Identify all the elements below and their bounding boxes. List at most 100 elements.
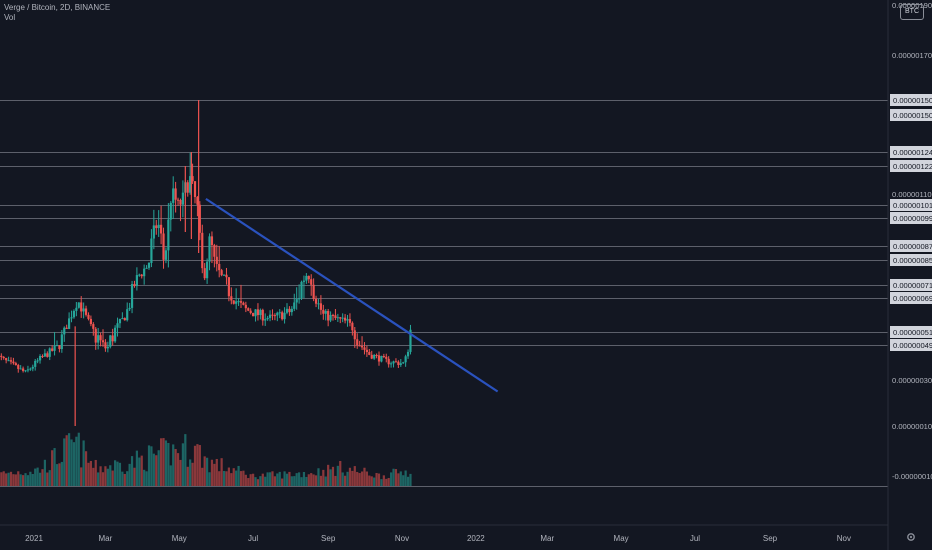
candle-body[interactable]	[118, 318, 122, 324]
candle-body[interactable]	[2, 357, 5, 359]
candle-body[interactable]	[399, 363, 402, 365]
candle-body[interactable]	[283, 312, 286, 320]
candle-body[interactable]	[237, 301, 240, 303]
candle-body[interactable]	[278, 312, 281, 314]
level-price-badge[interactable]	[890, 326, 932, 338]
candle-body[interactable]	[201, 232, 204, 269]
candle-body[interactable]	[80, 302, 83, 312]
candle-body[interactable]	[72, 310, 76, 318]
candle-body[interactable]	[235, 301, 238, 304]
candle-body[interactable]	[82, 308, 85, 312]
candle-body[interactable]	[273, 315, 276, 317]
candle-body[interactable]	[111, 335, 114, 342]
level-price-badge[interactable]	[890, 279, 932, 291]
candle-body[interactable]	[65, 327, 68, 329]
candle-body[interactable]	[104, 342, 107, 349]
candle-body[interactable]	[55, 345, 59, 347]
candle-body[interactable]	[0, 355, 3, 358]
candle-body[interactable]	[60, 334, 63, 350]
candle-body[interactable]	[97, 335, 100, 343]
candle-body[interactable]	[89, 318, 92, 325]
candle-body[interactable]	[288, 308, 291, 313]
candle-body[interactable]	[298, 298, 301, 300]
y-axis[interactable]: 0.00000190 0.00000170 0.00000110 0.00000030…	[890, 1, 932, 481]
candle-body[interactable]	[324, 311, 327, 314]
candle-body[interactable]	[46, 353, 49, 357]
candle-body[interactable]	[138, 274, 141, 276]
candle-body[interactable]	[365, 349, 368, 353]
level-price-badge[interactable]	[890, 109, 932, 121]
candle-body[interactable]	[162, 233, 165, 260]
candle-body[interactable]	[143, 268, 146, 277]
candle-body[interactable]	[152, 225, 155, 239]
candle-body[interactable]	[353, 330, 356, 340]
candle-body[interactable]	[259, 309, 262, 316]
candle-body[interactable]	[12, 361, 15, 364]
candle-body[interactable]	[334, 315, 337, 318]
candle-body[interactable]	[370, 354, 373, 359]
candle-body[interactable]	[198, 204, 201, 233]
candle-body[interactable]	[314, 298, 318, 304]
candle-body[interactable]	[397, 361, 400, 365]
candle-body[interactable]	[43, 353, 46, 357]
candle-body[interactable]	[17, 365, 20, 369]
trendline[interactable]	[205, 197, 499, 393]
candle-body[interactable]	[387, 358, 390, 365]
candle-body[interactable]	[317, 303, 320, 305]
candle-body[interactable]	[174, 188, 177, 200]
candle-body[interactable]	[368, 352, 371, 355]
candle-body[interactable]	[222, 274, 226, 276]
candle-body[interactable]	[130, 284, 134, 308]
candle-body[interactable]	[261, 309, 264, 321]
candle-body[interactable]	[331, 315, 335, 317]
currency-badge[interactable]: BTC	[900, 4, 924, 20]
candle-body[interactable]	[75, 307, 78, 311]
candle-body[interactable]	[99, 335, 102, 341]
candle-body[interactable]	[351, 322, 354, 331]
candle-body[interactable]	[7, 360, 10, 362]
candle-body[interactable]	[133, 284, 136, 287]
candle-body[interactable]	[360, 345, 364, 348]
candle-body[interactable]	[329, 315, 332, 321]
candle-body[interactable]	[227, 277, 230, 297]
candle-body[interactable]	[58, 345, 61, 350]
candle-body[interactable]	[346, 319, 349, 321]
candle-body[interactable]	[276, 312, 279, 316]
candle-body[interactable]	[189, 176, 192, 193]
symbol-title[interactable]: Verge / Bitcoin, 2D, BINANCE	[4, 3, 111, 12]
candle-body[interactable]	[150, 238, 153, 263]
candle-body[interactable]	[232, 300, 235, 304]
candle-body[interactable]	[63, 327, 66, 335]
candle-body[interactable]	[300, 281, 303, 299]
candle-body[interactable]	[264, 319, 267, 321]
level-price-badge[interactable]	[890, 292, 932, 304]
candle-body[interactable]	[295, 299, 298, 303]
candle-body[interactable]	[218, 263, 221, 271]
candle-body[interactable]	[319, 303, 322, 310]
candle-body[interactable]	[406, 351, 410, 357]
candle-body[interactable]	[31, 366, 34, 369]
candle-body[interactable]	[164, 250, 168, 260]
candle-body[interactable]	[38, 356, 42, 361]
candle-body[interactable]	[126, 309, 129, 321]
candle-body[interactable]	[341, 317, 344, 319]
candle-body[interactable]	[310, 279, 313, 285]
volume-label[interactable]: Vol	[4, 13, 16, 22]
x-axis[interactable]: 2021 Mar May Jul Sep Nov 2022 Mar May Jul Sep Nov	[25, 534, 851, 543]
candle-body[interactable]	[404, 356, 407, 363]
candle-body[interactable]	[339, 317, 342, 319]
candle-body[interactable]	[225, 274, 228, 278]
candle-body[interactable]	[22, 368, 25, 371]
candle-body[interactable]	[377, 355, 381, 362]
candle-body[interactable]	[101, 340, 105, 343]
candle-body[interactable]	[51, 348, 54, 351]
candle-body[interactable]	[114, 327, 117, 342]
candle-body[interactable]	[179, 200, 182, 205]
candle-body[interactable]	[193, 181, 197, 198]
candle-body[interactable]	[176, 199, 180, 201]
candle-body[interactable]	[208, 236, 211, 262]
candle-body[interactable]	[358, 345, 361, 347]
candle-body[interactable]	[220, 270, 223, 276]
candle-body[interactable]	[19, 368, 22, 370]
candle-body[interactable]	[348, 319, 352, 323]
